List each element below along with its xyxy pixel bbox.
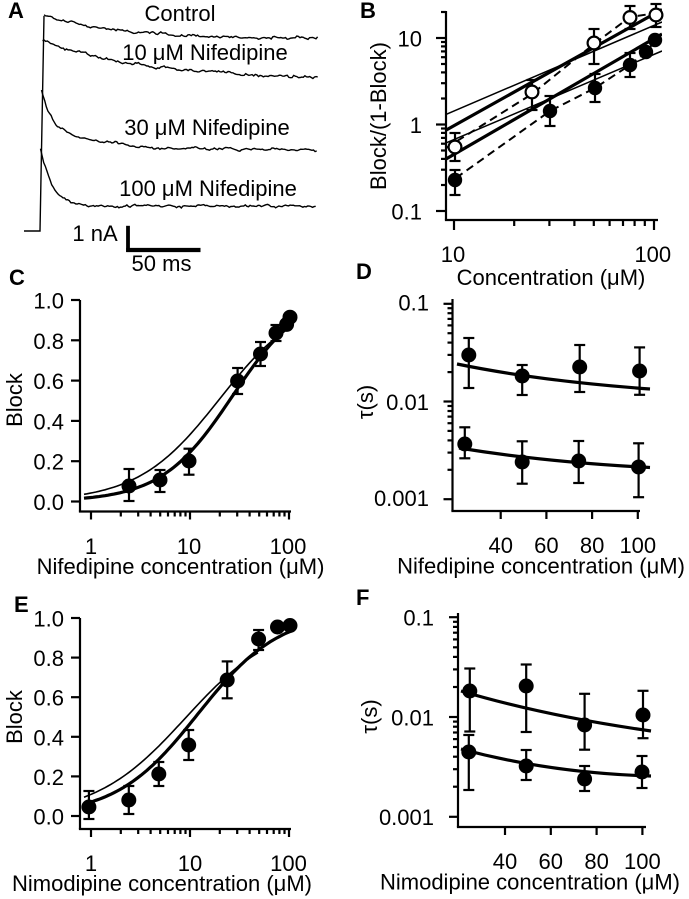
svg-text:0.1: 0.1 [398, 291, 429, 316]
svg-text:Block: Block [2, 372, 27, 427]
svg-text:100: 100 [624, 849, 661, 874]
svg-text:0.8: 0.8 [33, 646, 64, 671]
svg-text:F: F [356, 585, 369, 610]
svg-text:D: D [356, 259, 372, 284]
svg-text:60: 60 [534, 533, 558, 558]
svg-text:Nifedipine concentration (μM): Nifedipine concentration (μM) [397, 554, 685, 579]
svg-text:0.2: 0.2 [33, 765, 64, 790]
svg-text:100 μM Nifedipine: 100 μM Nifedipine [119, 176, 297, 201]
svg-text:1 nA: 1 nA [72, 221, 118, 246]
svg-text:1: 1 [85, 534, 97, 559]
svg-text:0.6: 0.6 [33, 686, 64, 711]
svg-text:0.1: 0.1 [403, 606, 434, 631]
svg-text:50 ms: 50 ms [132, 251, 192, 276]
svg-text:0.001: 0.001 [379, 805, 434, 830]
svg-text:0.001: 0.001 [374, 486, 429, 511]
svg-text:A: A [8, 0, 24, 23]
svg-text:0.01: 0.01 [386, 390, 429, 415]
svg-text:1: 1 [85, 851, 97, 876]
svg-text:0.2: 0.2 [33, 450, 64, 475]
svg-text:0.0: 0.0 [33, 805, 64, 830]
svg-text:0.01: 0.01 [391, 706, 434, 731]
svg-text:40: 40 [488, 533, 512, 558]
svg-text:60: 60 [539, 849, 563, 874]
svg-text:10 μM Nifedipine: 10 μM Nifedipine [122, 40, 288, 65]
svg-text:0.4: 0.4 [33, 725, 64, 750]
svg-text:100: 100 [270, 534, 307, 559]
svg-text:10: 10 [398, 27, 422, 52]
svg-text:30 μM Nifedipine: 30 μM Nifedipine [124, 115, 290, 140]
svg-text:100: 100 [619, 533, 656, 558]
svg-text:E: E [14, 592, 29, 617]
svg-text:τ(s): τ(s) [357, 699, 382, 733]
svg-text:100: 100 [270, 851, 307, 876]
svg-text:1.0: 1.0 [33, 607, 64, 632]
svg-text:Block/(1-Block): Block/(1-Block) [366, 42, 391, 190]
svg-text:Control: Control [145, 1, 216, 26]
svg-text:Concentration (μM): Concentration (μM) [457, 265, 646, 290]
svg-text:40: 40 [493, 849, 517, 874]
svg-text:Block: Block [2, 689, 27, 744]
svg-text:B: B [360, 0, 376, 23]
svg-text:10: 10 [178, 851, 202, 876]
svg-text:100: 100 [634, 242, 671, 267]
svg-text:Nifedipine concentration (μM): Nifedipine concentration (μM) [37, 554, 325, 579]
svg-text:τ(s): τ(s) [353, 385, 378, 419]
svg-text:10: 10 [441, 242, 465, 267]
svg-text:C: C [9, 265, 25, 290]
svg-text:Nimodipine concentration (μM): Nimodipine concentration (μM) [380, 870, 680, 895]
svg-text:1: 1 [410, 113, 422, 138]
svg-text:Nimodipine concentration (μM): Nimodipine concentration (μM) [12, 871, 312, 896]
svg-text:0.6: 0.6 [33, 369, 64, 394]
svg-text:80: 80 [584, 849, 608, 874]
svg-text:0.0: 0.0 [33, 490, 64, 515]
svg-text:0.1: 0.1 [391, 200, 422, 225]
svg-text:80: 80 [580, 533, 604, 558]
svg-text:10: 10 [177, 534, 201, 559]
svg-text:0.4: 0.4 [33, 409, 64, 434]
svg-text:0.8: 0.8 [33, 329, 64, 354]
svg-text:1.0: 1.0 [33, 289, 64, 314]
